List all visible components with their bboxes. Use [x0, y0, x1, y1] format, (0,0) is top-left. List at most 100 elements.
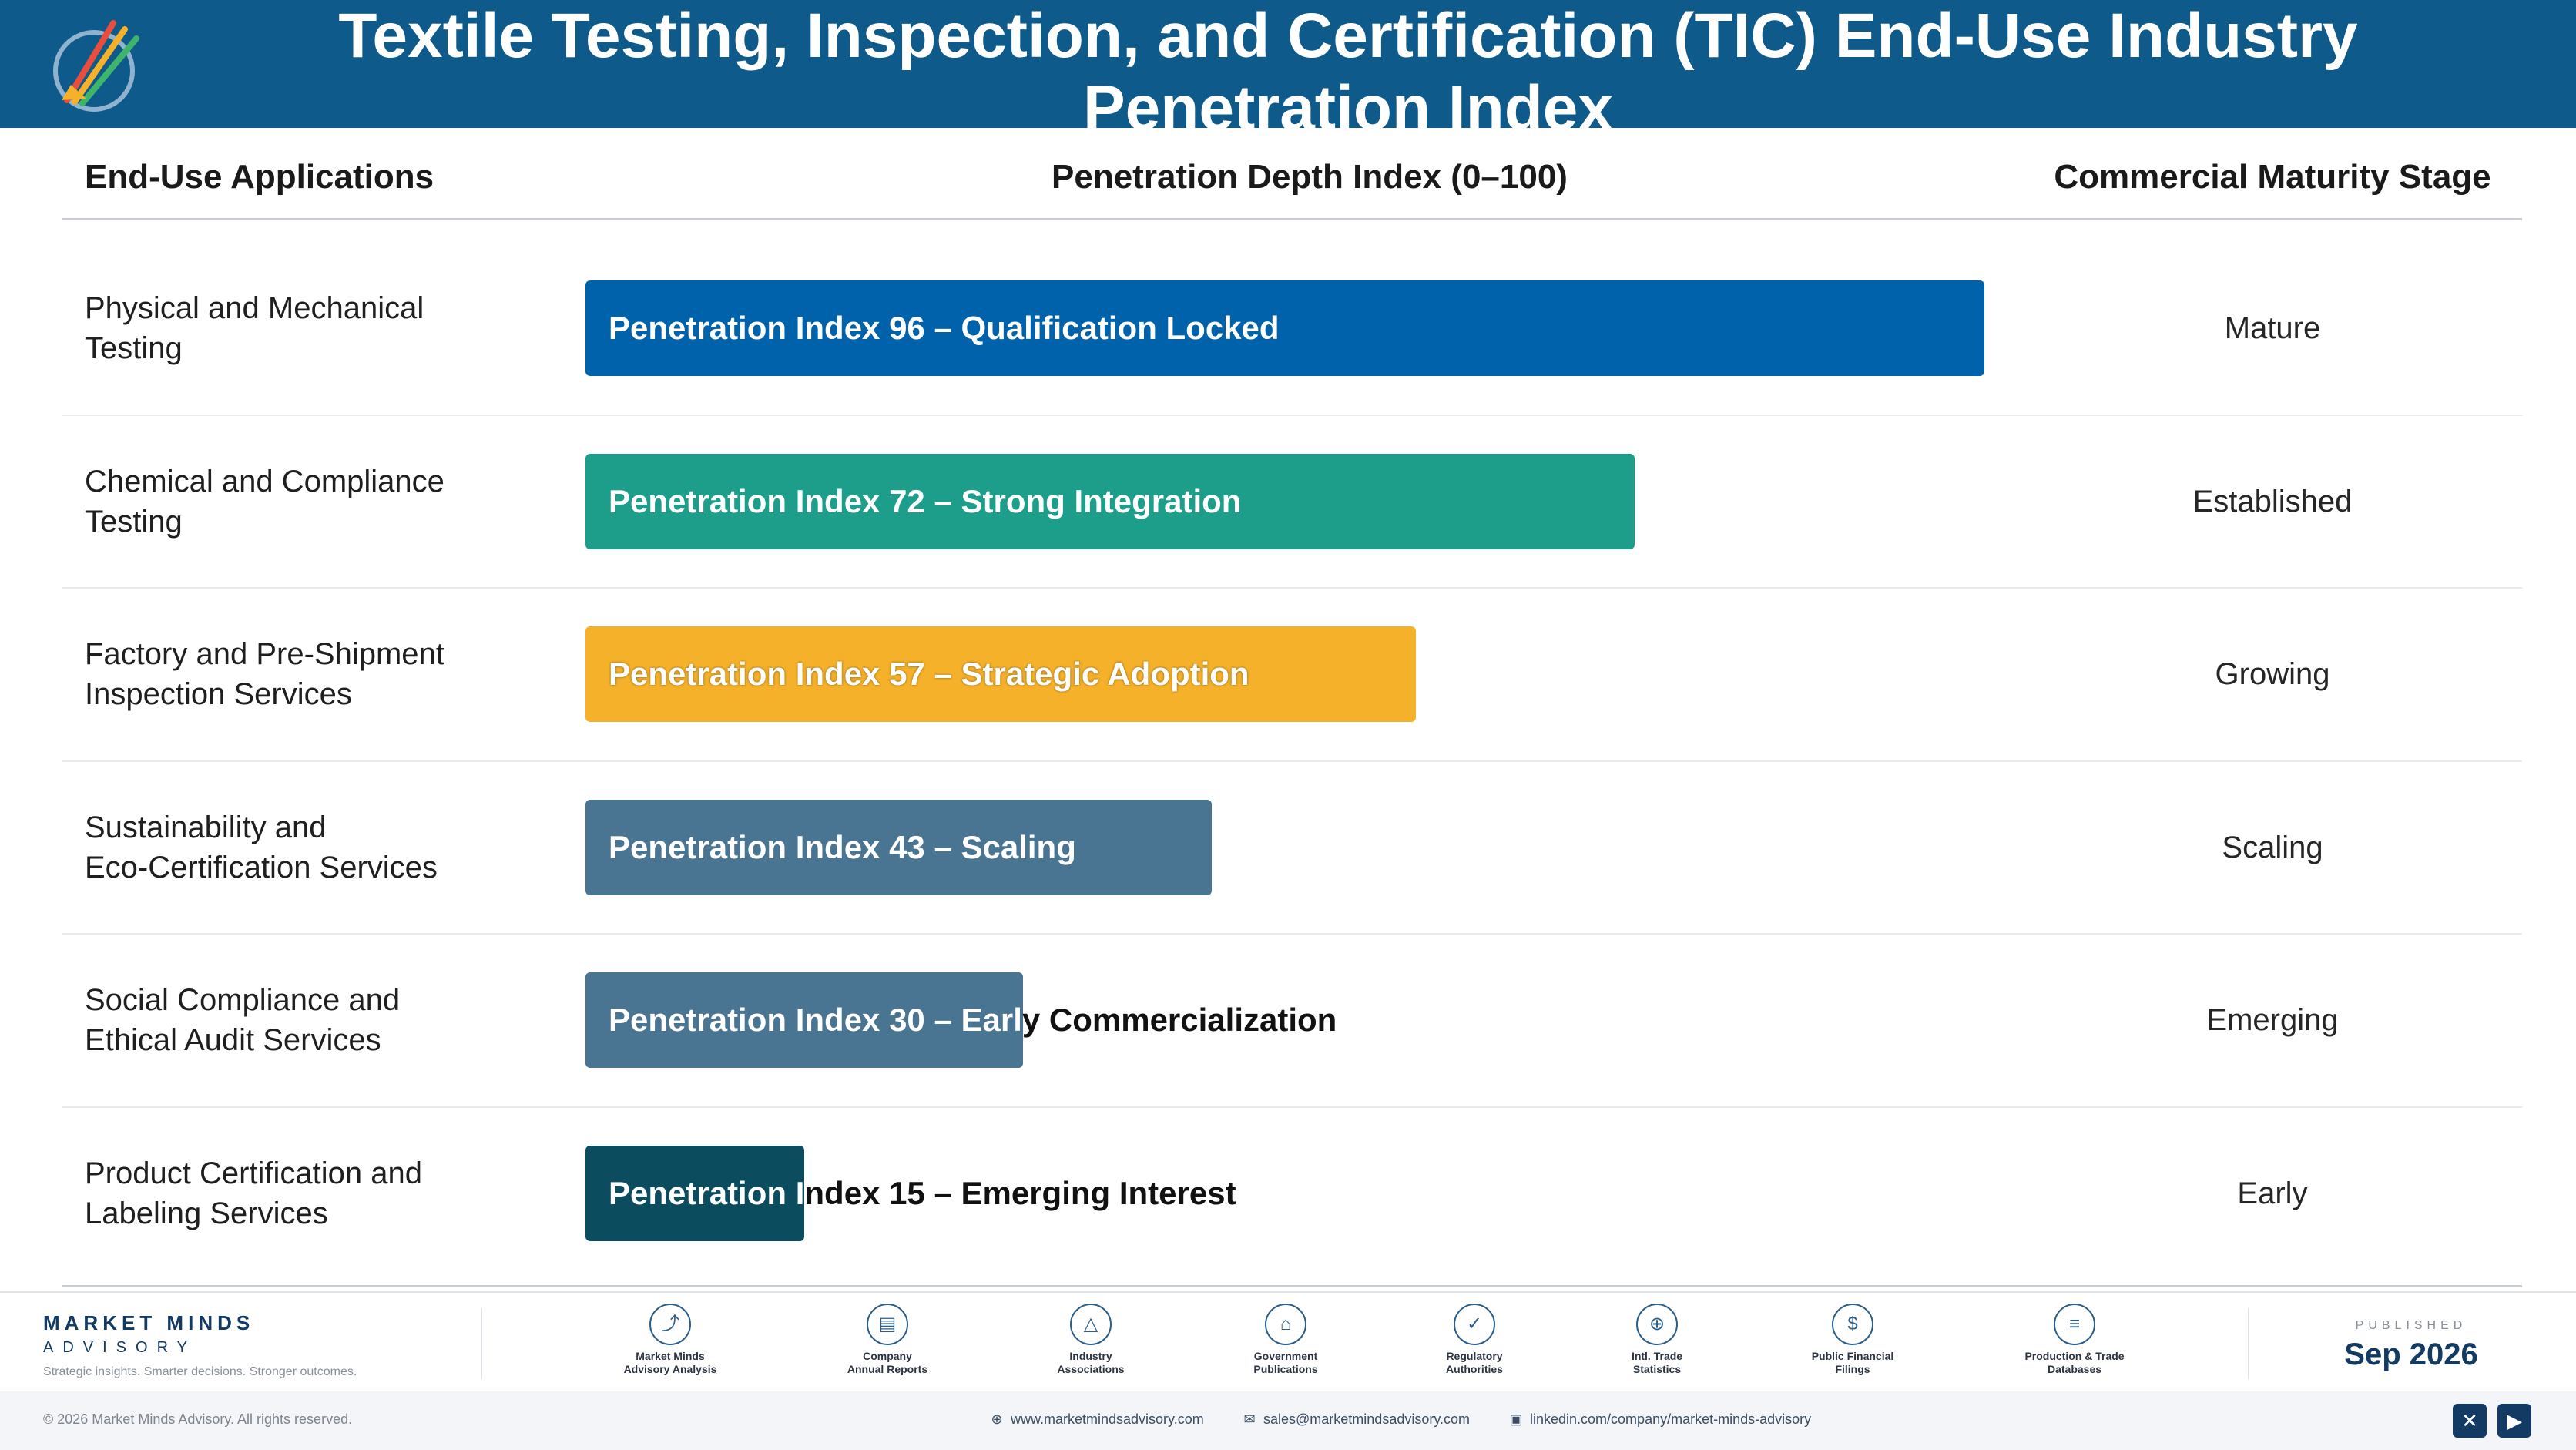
email-link[interactable]: ✉ sales@marketmindsadvisory.com: [1242, 1411, 1470, 1428]
shield-check-icon: ✓: [1454, 1304, 1495, 1345]
header-banner: Textile Testing, Inspection, and Certifi…: [0, 0, 2576, 143]
page-title: Textile Testing, Inspection, and Certifi…: [254, 0, 2442, 145]
bar-label-2: Penetration Index 72 – Strong Integratio…: [609, 482, 1242, 519]
header-divider: [62, 218, 2522, 220]
globe-icon: ⊕: [1636, 1304, 1678, 1345]
row-label-4: Sustainability and Eco-Certification Serv…: [85, 807, 516, 888]
row-separator: [62, 414, 2522, 416]
data-source-label-line1: Market Minds: [636, 1350, 705, 1362]
document-icon: ▤: [867, 1304, 908, 1345]
bar-label-1: Penetration Index 96 – Qualification Loc…: [609, 310, 1280, 347]
data-source-label-line1: Production & Trade: [2024, 1350, 2125, 1362]
linkedin-link[interactable]: ▣ linkedin.com/company/market-minds-advis…: [1508, 1411, 1811, 1428]
footer-brand-sub: ADVISORY: [43, 1339, 196, 1356]
data-source-label-line2: Statistics: [1632, 1363, 1682, 1375]
row-label-line: Testing: [85, 331, 183, 366]
data-source-label-line1: Government: [1253, 1350, 1318, 1362]
column-header-applications: End-Use Applications: [85, 158, 434, 196]
row-label-line: Eco-Certification Services: [85, 850, 438, 884]
stage-3: Growing: [2215, 657, 2330, 692]
row-label-line: Labeling Services: [85, 1196, 328, 1230]
data-source-label: Intl. Trade Statistics: [1588, 1350, 1726, 1376]
globe-icon: ⊕: [991, 1411, 1003, 1427]
x-icon: ✕: [2461, 1409, 2478, 1432]
bar-label-5: Penetration Index 30 – Early Commerciali…: [609, 972, 1337, 1068]
row-label-line: Product Certification and: [85, 1156, 423, 1190]
stage-5: Emerging: [2206, 1003, 2339, 1038]
data-source-label-line1: Public Financial: [1811, 1350, 1894, 1362]
title-line-1: Textile Testing, Inspection, and Certifi…: [338, 1, 2358, 71]
title-line-2: Penetration Index: [1082, 73, 1614, 143]
data-source-label-line2: Filings: [1835, 1363, 1870, 1375]
footer-divider-left: [481, 1308, 482, 1379]
row-label-line: Ethical Audit Services: [85, 1023, 381, 1058]
data-source-label: Market Minds Advisory Analysis: [601, 1350, 740, 1376]
footer-tagline: Strategic insights. Smarter decisions. S…: [43, 1365, 357, 1378]
bar-1: [585, 280, 1984, 377]
row-label-1: Physical and Mechanical Testing: [85, 288, 516, 368]
website-text: www.marketmindsadvisory.com: [1011, 1411, 1204, 1427]
row-label-line: Chemical and Compliance: [85, 464, 444, 498]
bar-label-4: Penetration Index 43 – Scaling: [609, 828, 1076, 865]
stage-2: Established: [2192, 484, 2353, 519]
network-icon: △: [1070, 1304, 1112, 1345]
data-source-label-line2: Authorities: [1446, 1363, 1503, 1375]
currency-icon: $: [1832, 1304, 1873, 1345]
data-source-label-line1: Company: [863, 1350, 912, 1362]
youtube-social-button[interactable]: ▶: [2497, 1404, 2531, 1438]
data-source-label-line1: Industry: [1069, 1350, 1112, 1362]
row-separator: [62, 760, 2522, 762]
data-source-item: △ Industry Associations: [1021, 1304, 1160, 1376]
bar-2: [585, 453, 1635, 549]
data-source-item: $ Public Financial Filings: [1783, 1304, 1922, 1376]
email-text: sales@marketmindsadvisory.com: [1263, 1411, 1471, 1427]
database-icon: ≡: [2054, 1304, 2095, 1345]
data-source-label-line1: Intl. Trade: [1631, 1350, 1683, 1362]
data-source-item: ⌂ Government Publications: [1216, 1304, 1355, 1376]
footer: MARKET MINDS ADVISORY Strategic insights…: [0, 1291, 2576, 1450]
published-label: PUBLISHED: [2355, 1319, 2467, 1332]
youtube-icon: ▶: [2507, 1409, 2522, 1432]
footer-brand: MARKET MINDS: [43, 1311, 255, 1334]
mail-icon: ✉: [1243, 1411, 1256, 1427]
trend-line-icon: ⤴: [649, 1304, 691, 1345]
stage-6: Early: [2237, 1176, 2308, 1210]
data-source-label-line2: Annual Reports: [847, 1363, 928, 1375]
row-label-3: Factory and Pre-Shipment Inspection Servi…: [85, 634, 516, 714]
linkedin-icon: ▣: [1509, 1411, 1523, 1427]
data-source-item: ≡ Production & Trade Databases: [2005, 1304, 2144, 1376]
bar-3: [585, 626, 1417, 723]
row-separator: [62, 587, 2522, 589]
data-source-label-line2: Publications: [1253, 1363, 1318, 1375]
footer-bottom-bar: © 2026 Market Minds Advisory. All rights…: [0, 1391, 2576, 1450]
data-source-label: Industry Associations: [1021, 1350, 1160, 1376]
x-social-button[interactable]: ✕: [2453, 1404, 2487, 1438]
row-label-line: Factory and Pre-Shipment: [85, 637, 444, 672]
linkedin-text: linkedin.com/company/market-minds-adviso…: [1530, 1411, 1812, 1427]
data-source-label: Production & Trade Databases: [2005, 1350, 2144, 1376]
bar-5: [585, 972, 1023, 1069]
copyright-text: © 2026 Market Minds Advisory. All rights…: [43, 1411, 353, 1427]
row-separator: [62, 933, 2522, 935]
data-source-label-line2: Databases: [2047, 1363, 2102, 1375]
row-label-line: Testing: [85, 504, 183, 539]
website-link[interactable]: ⊕ www.marketmindsadvisory.com: [989, 1411, 1204, 1428]
row-label-6: Product Certification and Labeling Servic…: [85, 1153, 516, 1234]
data-source-label-line2: Associations: [1057, 1363, 1125, 1375]
data-source-label: Regulatory Authorities: [1405, 1350, 1544, 1376]
data-source-label: Company Annual Reports: [818, 1350, 957, 1376]
data-source-label-line2: Advisory Analysis: [623, 1363, 717, 1375]
footer-sources-band: MARKET MINDS ADVISORY Strategic insights…: [0, 1291, 2576, 1391]
bar-label-6: Penetration Index 15 – Emerging Interest: [609, 1146, 1236, 1241]
stage-4: Scaling: [2222, 830, 2323, 864]
data-source-item: ⤴ Market Minds Advisory Analysis: [601, 1304, 740, 1376]
row-separator: [62, 1106, 2522, 1108]
row-label-line: Inspection Services: [85, 677, 352, 712]
data-source-label-line1: Regulatory: [1446, 1350, 1503, 1362]
bar-4: [585, 799, 1213, 895]
data-source-item: ✓ Regulatory Authorities: [1405, 1304, 1544, 1376]
row-label-2: Chemical and Compliance Testing: [85, 462, 516, 542]
stage-1: Mature: [2224, 311, 2321, 346]
column-header-index: Penetration Depth Index (0–100): [1052, 158, 1568, 196]
chart-bottom-divider: [62, 1285, 2522, 1287]
